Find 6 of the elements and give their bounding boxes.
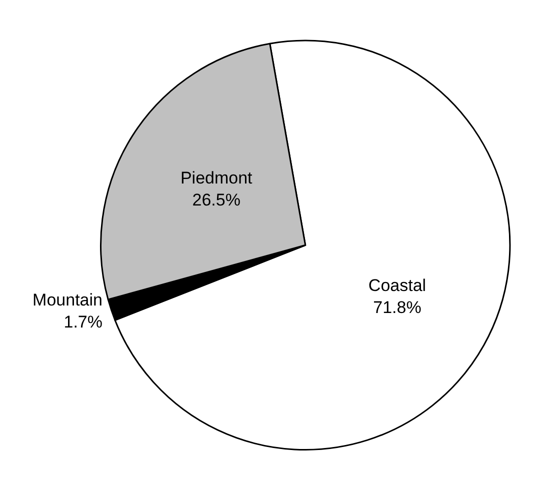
slice-label: Coastal: [368, 276, 426, 296]
slice-label: Mountain: [32, 290, 102, 310]
slice-label: Piedmont: [180, 168, 253, 188]
data-label: 1.7%: [64, 312, 102, 332]
data-label: 26.5%: [192, 190, 240, 210]
data-label: 71.8%: [373, 298, 422, 318]
